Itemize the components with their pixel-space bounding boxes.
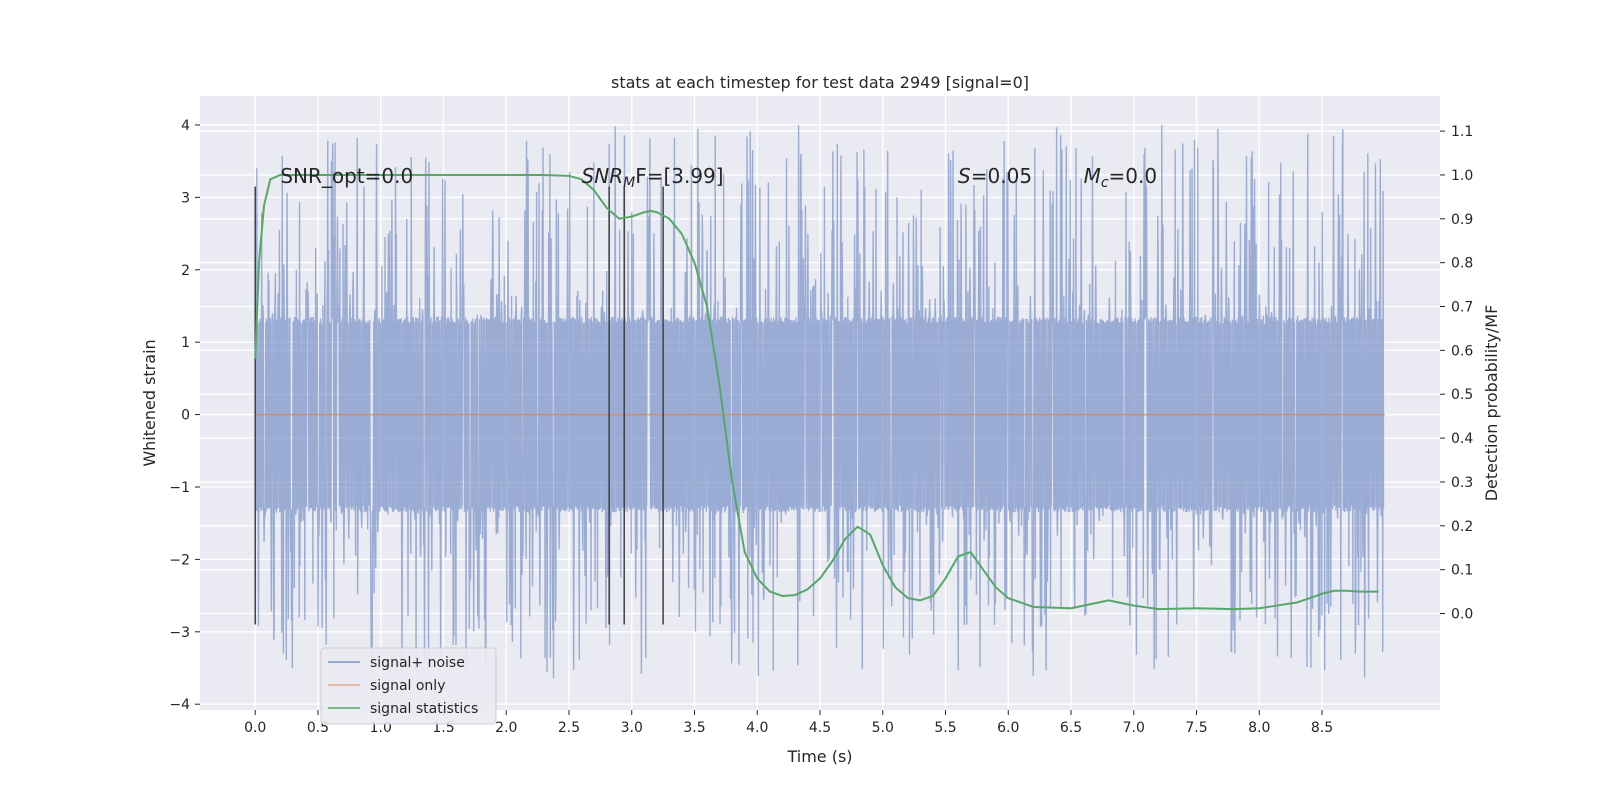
y2-tick-label-11: 0.0	[1451, 607, 1473, 623]
x-tick-label-0: 0.0	[244, 720, 266, 736]
x-tick-label-10: 5.0	[872, 720, 894, 736]
x-tick-label-16: 8.0	[1248, 720, 1270, 736]
legend-label-signal-only: signal only	[370, 678, 445, 694]
legend-label-statistics: signal statistics	[370, 701, 478, 717]
x-tick-label-4: 2.0	[495, 720, 517, 736]
y-tick-label-6: −2	[169, 552, 190, 568]
x-tick-label-15: 7.5	[1185, 720, 1207, 736]
x-tick-label-17: 8.5	[1311, 720, 1333, 736]
y2-tick-label-3: 0.8	[1451, 256, 1473, 272]
y-axis-label: Whitened strain	[140, 339, 159, 466]
legend-box	[320, 647, 497, 725]
y2-tick-label-1: 1.0	[1451, 168, 1473, 184]
x-tick-label-11: 5.5	[934, 720, 956, 736]
annotation-s-stat: S=0.05	[958, 164, 1032, 188]
y2-tick-label-2: 0.9	[1451, 212, 1473, 228]
statistics-line	[254, 173, 1379, 611]
y-tick-label-7: −3	[169, 625, 190, 641]
x-tick-label-7: 3.5	[683, 720, 705, 736]
x-tick-label-6: 3.0	[621, 720, 643, 736]
vertical-markers	[254, 186, 664, 625]
annotation-mc-stat: Mc=0.0	[1084, 164, 1158, 191]
y2-tick-labels: 1.1 1.0 0.9 0.8 0.7 0.6 0.5 0.4 0.3 0.2 0.1 0.0	[1440, 124, 1473, 623]
y2-tick-label-9: 0.2	[1451, 519, 1473, 535]
y2-tick-label-5: 0.6	[1451, 343, 1473, 359]
statistics-series	[254, 173, 1379, 611]
x-tick-label-14: 7.0	[1123, 720, 1145, 736]
x-axis-label: Time (s)	[786, 747, 852, 766]
annotation-snr-mf: SNRMF=[3.99]	[582, 164, 724, 191]
y2-tick-label-8: 0.3	[1451, 475, 1473, 491]
annotation-snr-opt: SNR_opt=0.0	[280, 164, 413, 188]
y2-tick-label-10: 0.1	[1451, 563, 1473, 579]
y2-tick-label-4: 0.7	[1451, 300, 1473, 316]
y-tick-label-8: −4	[169, 697, 190, 713]
y-tick-label-3: 1	[181, 335, 190, 351]
y-tick-label-2: 2	[181, 263, 190, 279]
x-tick-label-9: 4.5	[809, 720, 831, 736]
x-tick-label-5: 2.5	[558, 720, 580, 736]
y-tick-label-5: −1	[169, 480, 190, 496]
y-tick-label-4: 0	[181, 408, 190, 424]
x-tick-label-12: 6.0	[997, 720, 1019, 736]
legend-label-noise: signal+ noise	[370, 655, 465, 671]
y2-tick-label-0: 1.1	[1451, 124, 1473, 140]
annotations: SNR_opt=0.0 SNRMF=[3.99] S=0.05 Mc=0.0	[280, 164, 1157, 191]
legend: signal+ noise signal only signal statist…	[320, 647, 497, 725]
y2-tick-label-7: 0.4	[1451, 431, 1473, 447]
y-tick-label-1: 3	[181, 190, 190, 206]
x-tick-label-13: 6.5	[1060, 720, 1082, 736]
y2-axis-label: Detection probability/MF	[1482, 305, 1501, 502]
y-tick-label-0: 4	[181, 118, 190, 134]
chart-title: stats at each timestep for test data 294…	[611, 73, 1029, 92]
y2-tick-label-6: 0.5	[1451, 387, 1473, 403]
x-tick-label-8: 4.0	[746, 720, 768, 736]
y-tick-labels: 4 3 2 1 0 −1 −2 −3 −4	[169, 118, 200, 713]
